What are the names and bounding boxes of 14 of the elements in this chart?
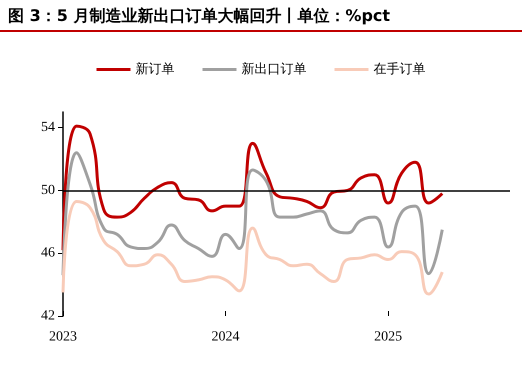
x-tick-label: 2023	[49, 330, 77, 344]
chart-title: 图 3：5 月制造业新出口订单大幅回升丨单位：%pct	[8, 6, 390, 27]
y-tick-label: 42	[41, 308, 55, 324]
legend-label: 在手订单	[374, 62, 426, 77]
x-tick-label: 2024	[212, 330, 240, 344]
line-series	[62, 124, 444, 252]
legend-label: 新出口订单	[242, 62, 306, 77]
legend-label: 新订单	[136, 62, 174, 77]
y-tick-label: 54	[41, 120, 55, 136]
line-series	[62, 151, 444, 277]
x-tick-label: 2025	[374, 330, 402, 344]
line-series	[62, 200, 444, 296]
y-tick-label: 46	[41, 246, 55, 261]
y-tick-label: 50	[41, 182, 55, 198]
